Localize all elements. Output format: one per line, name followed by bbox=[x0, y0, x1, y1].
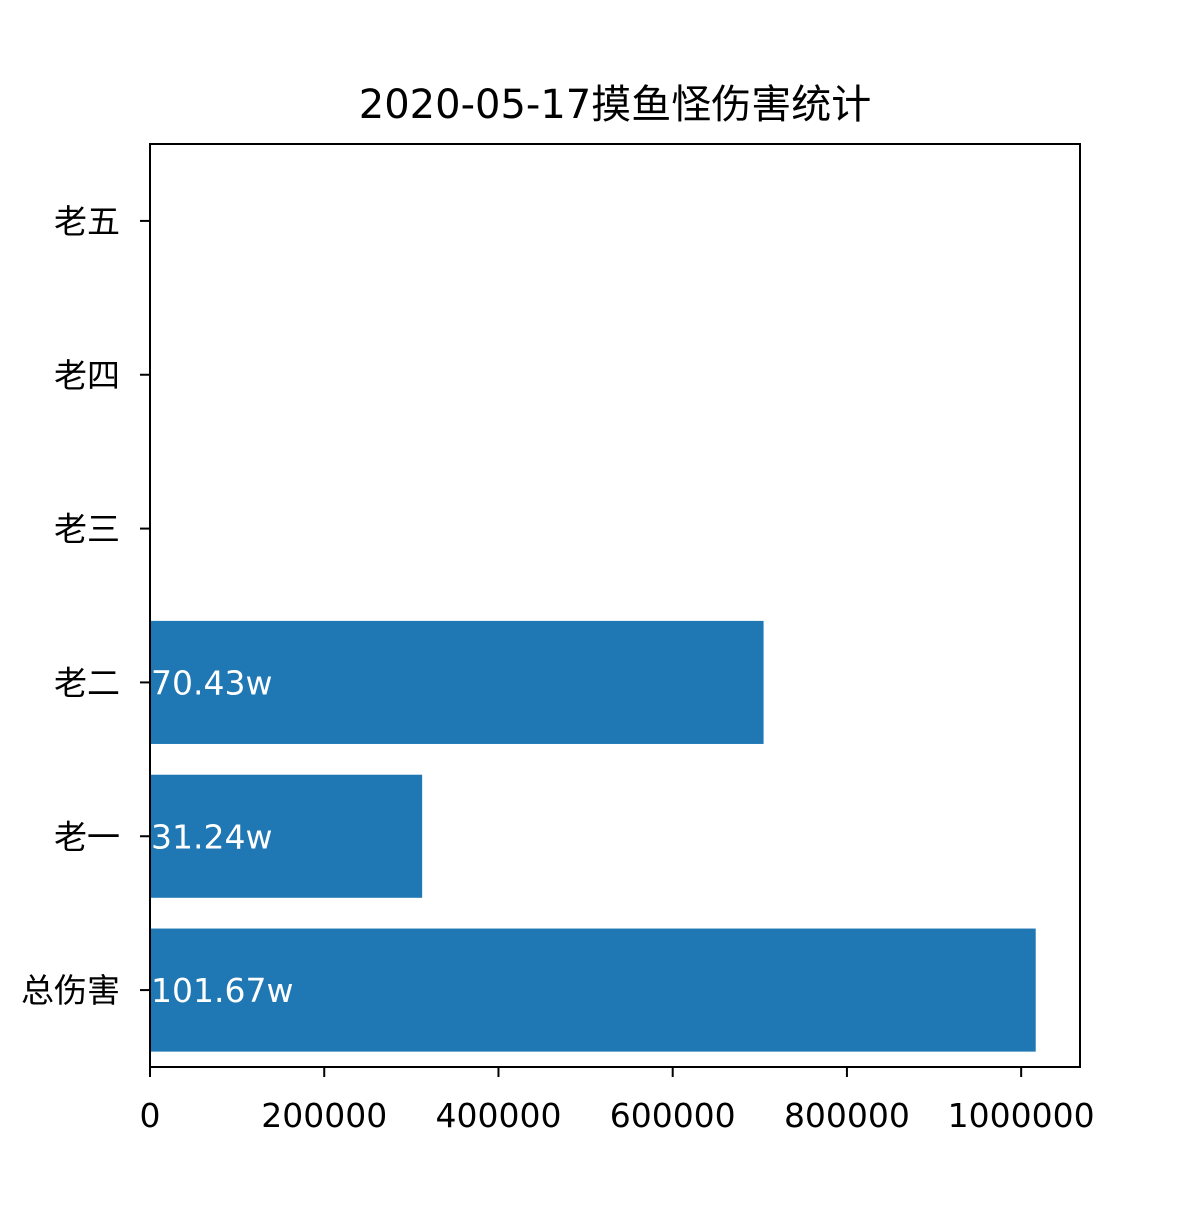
y-tick-label-2: 老二 bbox=[54, 663, 120, 702]
bar-value-label-2: 70.43w bbox=[151, 663, 272, 702]
x-tick-label-1: 200000 bbox=[261, 1096, 387, 1135]
x-tick-label-4: 800000 bbox=[784, 1096, 910, 1135]
x-tick-label-5: 1000000 bbox=[948, 1096, 1095, 1135]
x-tick-label-2: 400000 bbox=[435, 1096, 561, 1135]
chart-title: 2020-05-17摸鱼怪伤害统计 bbox=[359, 82, 871, 128]
x-tick-label-0: 0 bbox=[140, 1096, 161, 1135]
bars-layer: 101.67w 31.24w 70.43w bbox=[150, 621, 1036, 1052]
y-tick-label-1: 老一 bbox=[54, 817, 120, 856]
bar-value-label-1: 31.24w bbox=[151, 817, 272, 856]
y-tick-label-4: 老四 bbox=[54, 356, 120, 395]
x-tick-label-3: 600000 bbox=[610, 1096, 736, 1135]
y-tick-label-5: 老五 bbox=[54, 202, 120, 241]
y-tick-label-3: 老三 bbox=[54, 510, 120, 549]
y-tick-label-0: 总伤害 bbox=[21, 971, 120, 1010]
bar-value-label-0: 101.67w bbox=[151, 971, 293, 1010]
